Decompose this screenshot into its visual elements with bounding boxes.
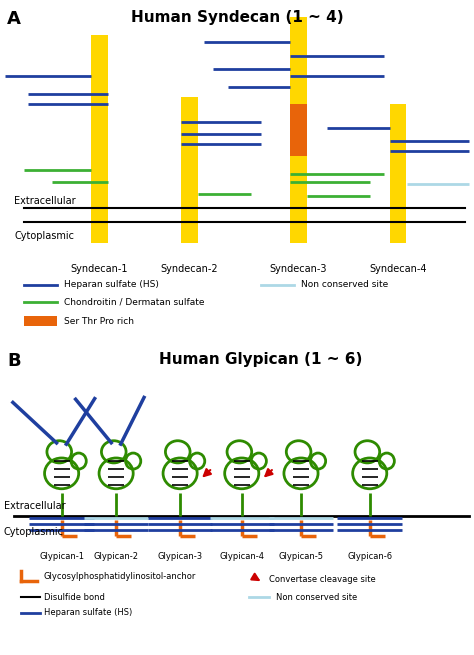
Bar — [24, 316, 57, 326]
Text: Non conserved site: Non conserved site — [301, 280, 388, 289]
Bar — [182, 97, 198, 243]
Text: Human Glypican (1 ~ 6): Human Glypican (1 ~ 6) — [159, 352, 363, 367]
Text: Cytoplasmic: Cytoplasmic — [4, 527, 64, 537]
Text: Extracellular: Extracellular — [4, 500, 65, 511]
Text: Extracellular: Extracellular — [14, 196, 76, 206]
Text: Convertase cleavage site: Convertase cleavage site — [269, 575, 376, 584]
Text: Glypican-3: Glypican-3 — [157, 552, 203, 561]
Text: Human Syndecan (1 ~ 4): Human Syndecan (1 ~ 4) — [131, 10, 343, 26]
Text: Glypican-2: Glypican-2 — [94, 552, 138, 561]
Text: Chondroitin / Dermatan sulfate: Chondroitin / Dermatan sulfate — [64, 297, 204, 307]
Text: Syndecan-2: Syndecan-2 — [161, 264, 219, 274]
Bar — [91, 35, 108, 243]
Text: Glypican-1: Glypican-1 — [39, 552, 84, 561]
Text: Syndecan-3: Syndecan-3 — [270, 264, 328, 274]
Text: Ser Thr Pro rich: Ser Thr Pro rich — [64, 316, 134, 326]
Text: Glypican-6: Glypican-6 — [347, 552, 392, 561]
Bar — [290, 17, 307, 243]
Text: Glypican-5: Glypican-5 — [279, 552, 323, 561]
Text: A: A — [7, 10, 21, 28]
Bar — [390, 104, 406, 243]
Text: Heparan sulfate (HS): Heparan sulfate (HS) — [44, 608, 132, 617]
Text: Disulfide bond: Disulfide bond — [44, 593, 104, 602]
Text: Syndecan-4: Syndecan-4 — [369, 264, 427, 274]
Text: Syndecan-1: Syndecan-1 — [71, 264, 128, 274]
Text: B: B — [7, 352, 21, 370]
Bar — [290, 104, 307, 157]
Text: Glypican-4: Glypican-4 — [219, 552, 264, 561]
Text: Non conserved site: Non conserved site — [276, 593, 357, 602]
Text: Cytoplasmic: Cytoplasmic — [14, 231, 74, 241]
Text: Glycosylphosphatidylinositol-anchor: Glycosylphosphatidylinositol-anchor — [44, 572, 196, 581]
Text: Heparan sulfate (HS): Heparan sulfate (HS) — [64, 280, 159, 289]
